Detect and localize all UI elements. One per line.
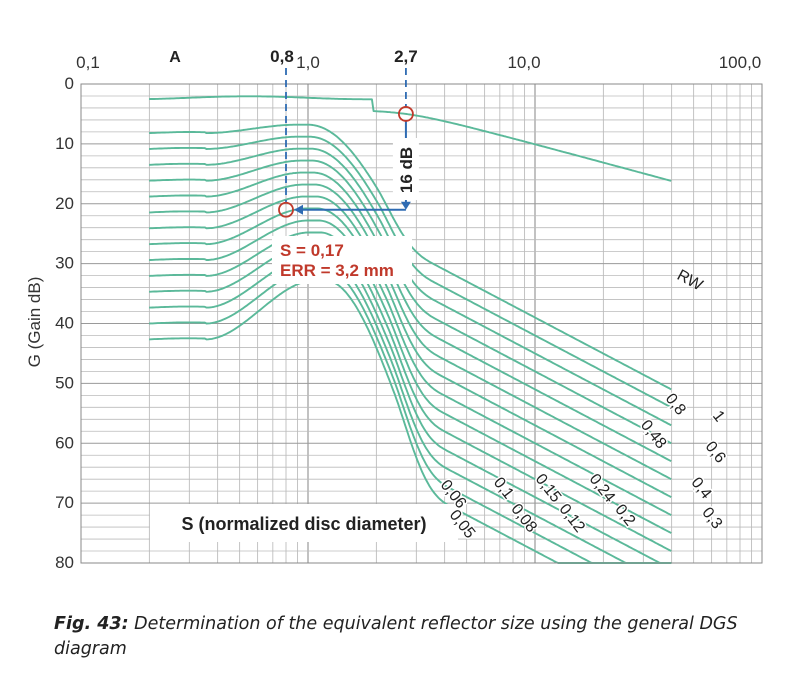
y-tick-label: 30 bbox=[55, 254, 74, 273]
y-tick-label: 60 bbox=[55, 433, 74, 452]
plot-border bbox=[80, 83, 763, 564]
plot-frame bbox=[80, 83, 763, 564]
curve bbox=[149, 183, 672, 481]
y-tick-label: 80 bbox=[55, 553, 74, 572]
curve-label: 0,12 bbox=[555, 501, 588, 536]
caption-text: Determination of the equivalent reflecto… bbox=[54, 614, 738, 659]
curve bbox=[149, 171, 672, 463]
curve bbox=[149, 243, 672, 564]
x-tick-label: 10,0 bbox=[507, 53, 540, 72]
reflector-point bbox=[278, 201, 294, 218]
difference-label: 16 dB bbox=[397, 147, 416, 193]
x-axis-label: S (normalized disc diameter) bbox=[181, 514, 426, 534]
curve bbox=[149, 255, 672, 564]
y-tick-label: 10 bbox=[55, 134, 74, 153]
figure-caption: Fig. 43: Determination of the equivalent… bbox=[54, 612, 774, 662]
caption-prefix: Fig. 43: bbox=[54, 614, 129, 634]
transfer-arrowhead bbox=[294, 204, 304, 215]
curve bbox=[149, 207, 672, 516]
difference-box bbox=[392, 138, 419, 200]
dgs-diagram: 0,1 1,0 10,0 100,0 0 10 20 30 40 50 60 70 80 A G (Gain… bbox=[25, 47, 763, 572]
result-line: ERR = 3,2 mm bbox=[280, 261, 394, 280]
y-tick-label: 40 bbox=[55, 314, 74, 333]
y-tick-label: 70 bbox=[55, 493, 74, 512]
curve-label: 0,2 bbox=[611, 501, 638, 529]
curve-label: 0,4 bbox=[687, 474, 714, 502]
marker-x2-label: 2,7 bbox=[394, 47, 418, 66]
curve-label: 0,3 bbox=[698, 504, 725, 532]
x-tick-label: 100,0 bbox=[719, 53, 762, 72]
curve-label: 0,6 bbox=[702, 438, 729, 466]
y-tick-label: 20 bbox=[55, 194, 74, 213]
curve-label: 0,15 bbox=[532, 471, 565, 506]
result-box bbox=[272, 236, 412, 284]
curve bbox=[149, 195, 672, 498]
xlabel-box bbox=[150, 504, 458, 542]
y-tick-label: 50 bbox=[55, 373, 74, 392]
x-tick-label: 0,1 bbox=[76, 53, 100, 72]
curves bbox=[149, 95, 672, 564]
result-line: S = 0,17 bbox=[280, 241, 344, 260]
curve bbox=[149, 219, 672, 534]
curve-label: 0,24 bbox=[586, 471, 619, 506]
grid bbox=[81, 84, 762, 563]
backwall-point bbox=[398, 106, 414, 122]
tick-labels: 0,1 1,0 10,0 100,0 0 10 20 30 40 50 60 70 80 A G (Gain… bbox=[25, 49, 761, 572]
curve-label: RW bbox=[674, 267, 706, 295]
curve bbox=[149, 231, 672, 552]
curve bbox=[149, 159, 672, 445]
curve bbox=[149, 95, 672, 182]
near-field-label: A bbox=[169, 49, 181, 66]
marker-x1-label: 0,8 bbox=[270, 47, 294, 66]
difference-arrowhead bbox=[400, 201, 411, 210]
curve-label: 0,8 bbox=[662, 391, 689, 419]
y-tick-label: 0 bbox=[65, 74, 74, 93]
y-axis-label: G (Gain dB) bbox=[25, 277, 44, 368]
curve bbox=[149, 267, 672, 564]
x-tick-label: 1,0 bbox=[296, 53, 320, 72]
